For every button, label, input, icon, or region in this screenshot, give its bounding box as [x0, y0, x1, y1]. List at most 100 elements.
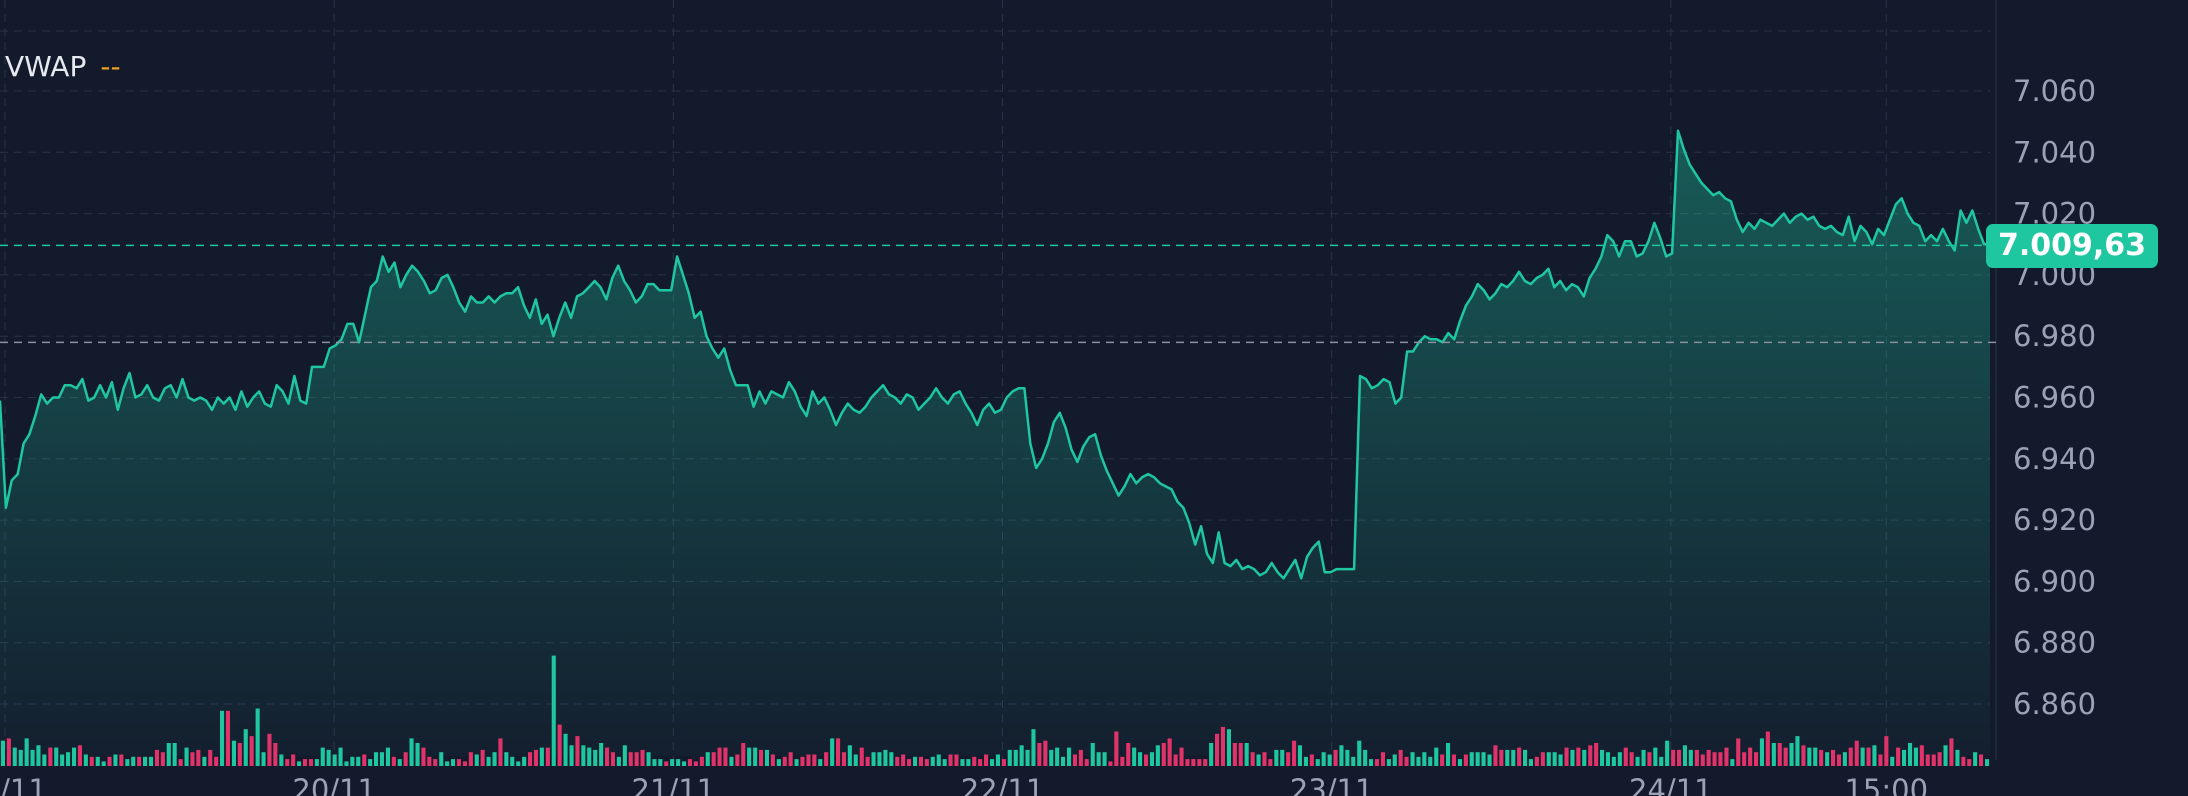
volume-bar — [1327, 754, 1332, 766]
volume-bar — [658, 759, 663, 766]
volume-bar — [557, 724, 562, 766]
volume-bar — [1742, 752, 1747, 766]
volume-bar — [474, 754, 479, 766]
volume-bar — [391, 756, 396, 766]
volume-bar — [279, 754, 284, 766]
volume-bar — [1120, 756, 1125, 766]
volume-bar — [196, 749, 201, 766]
volume-bar — [1138, 752, 1143, 766]
volume-bar — [1558, 754, 1563, 766]
volume-bar — [1913, 747, 1918, 766]
volume-bar — [1149, 752, 1154, 766]
volume-bar — [628, 752, 633, 766]
volume-bar — [1392, 754, 1397, 766]
volume-bar — [1025, 749, 1030, 766]
volume-bar — [1072, 754, 1077, 766]
volume-bar — [1671, 749, 1676, 766]
volume-bar — [1534, 756, 1539, 766]
volume-bar — [95, 756, 100, 766]
volume-bar — [356, 756, 361, 766]
volume-bar — [1789, 743, 1794, 766]
y-tick-label: 6.900 — [2013, 564, 2096, 598]
volume-bar — [362, 754, 367, 766]
volume-bar — [1084, 759, 1089, 766]
volume-bar — [160, 752, 165, 766]
volume-bar — [154, 749, 159, 766]
volume-bar — [616, 756, 621, 766]
y-tick-label: 6.940 — [2013, 442, 2096, 476]
y-tick-label: 6.920 — [2013, 503, 2096, 537]
volume-bar — [1315, 759, 1320, 766]
volume-bar — [587, 747, 592, 766]
volume-bar — [261, 752, 266, 766]
volume-bar — [1831, 749, 1836, 766]
volume-bar — [1611, 756, 1616, 766]
volume-bar — [1973, 752, 1978, 766]
volume-bar — [456, 759, 461, 766]
volume-bar — [1647, 752, 1652, 766]
volume-bar — [1866, 747, 1871, 766]
volume-bar — [705, 752, 710, 766]
price-line — [0, 129, 1990, 580]
volume-bar — [1540, 752, 1545, 766]
volume-bar — [1795, 736, 1800, 766]
y-tick-label: 7.040 — [2013, 135, 2096, 169]
volume-bar — [907, 759, 912, 766]
volume-bar — [1919, 745, 1924, 766]
volume-bar — [1511, 749, 1516, 766]
volume-bar — [77, 745, 82, 766]
volume-bar — [1250, 752, 1255, 766]
volume-bar — [1777, 743, 1782, 766]
volume-bar — [6, 738, 11, 766]
y-tick-label: 6.860 — [2013, 687, 2096, 721]
volume-bar — [841, 752, 846, 766]
volume-bar — [504, 752, 509, 766]
x-tick-label: 24/11 — [1629, 773, 1713, 796]
volume-bar — [599, 743, 604, 766]
y-tick-label: 6.980 — [2013, 319, 2096, 353]
volume-bar — [451, 759, 456, 766]
volume-bar — [486, 756, 491, 766]
volume-bar — [1588, 745, 1593, 766]
volume-bar — [225, 710, 230, 766]
volume-bar — [149, 756, 154, 766]
volume-bar — [877, 752, 882, 766]
volume-bar — [640, 749, 645, 766]
volume-bar — [924, 759, 929, 766]
volume-bar — [853, 754, 858, 766]
volume-bar — [326, 749, 331, 766]
volume-bar — [770, 754, 775, 766]
volume-bar — [782, 756, 787, 766]
volume-bar — [374, 752, 379, 766]
volume-bar — [302, 759, 307, 766]
volume-bar — [125, 759, 130, 766]
volume-bar — [1238, 743, 1243, 766]
volume-bar — [1943, 745, 1948, 766]
volume-bar — [883, 749, 888, 766]
volume-bar — [1890, 756, 1895, 766]
volume-bar — [788, 752, 793, 766]
volume-bar — [308, 759, 313, 766]
volume-bar — [575, 736, 580, 766]
volume-bar — [1706, 749, 1711, 766]
volume-bar — [1451, 754, 1456, 766]
volume-bar — [830, 738, 835, 766]
volume-bar — [409, 738, 414, 766]
volume-bar — [1067, 747, 1072, 766]
volume-bar — [634, 752, 639, 766]
indicator-label: VWAP — [5, 50, 87, 83]
volume-bar — [1878, 754, 1883, 766]
volume-bar — [676, 759, 681, 766]
volume-bar — [960, 759, 965, 766]
volume-bar — [492, 752, 497, 766]
volume-bar — [89, 756, 94, 766]
volume-bar — [1765, 731, 1770, 766]
volume-bar — [972, 756, 977, 766]
volume-bar — [1552, 752, 1557, 766]
x-tick-label: 20/11 — [292, 773, 376, 796]
volume-bar — [1031, 729, 1036, 766]
volume-bar — [516, 761, 521, 766]
volume-bar — [415, 743, 420, 766]
